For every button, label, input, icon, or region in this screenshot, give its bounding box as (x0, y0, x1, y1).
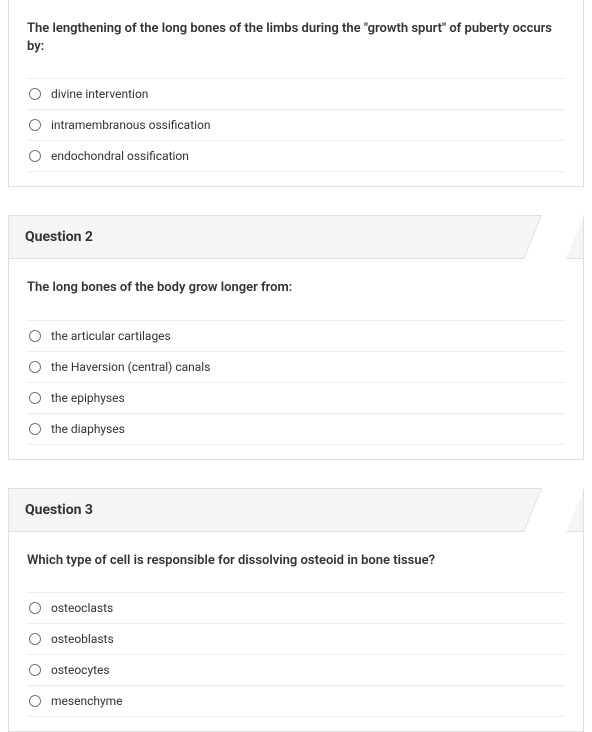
option-row[interactable]: the epiphyses (27, 383, 565, 414)
options-list: osteoclasts osteoblasts osteocytes mesen… (27, 592, 565, 717)
question-text: Which type of cell is responsible for di… (27, 552, 565, 570)
option-radio[interactable] (29, 150, 41, 162)
option-label: divine intervention (51, 87, 148, 101)
question-card-2: Question 2 The long bones of the body gr… (8, 215, 584, 459)
option-label: intramembranous ossification (51, 118, 211, 132)
option-label: osteoclasts (51, 601, 113, 615)
option-row[interactable]: osteocytes (27, 655, 565, 686)
option-row[interactable]: the diaphyses (27, 414, 565, 445)
option-label: osteocytes (51, 663, 110, 677)
question-body: Which type of cell is responsible for di… (9, 532, 583, 731)
question-header: Question 2 (9, 216, 583, 259)
question-card-1: The lengthening of the long bones of the… (8, 0, 584, 187)
question-header: Question 3 (9, 489, 583, 532)
option-row[interactable]: mesenchyme (27, 686, 565, 717)
option-row[interactable]: osteoclasts (27, 593, 565, 624)
option-radio[interactable] (29, 695, 41, 707)
option-row[interactable]: the Haversion (central) canals (27, 352, 565, 383)
option-radio[interactable] (29, 633, 41, 645)
option-radio[interactable] (29, 119, 41, 131)
option-label: mesenchyme (51, 694, 123, 708)
question-body: The lengthening of the long bones of the… (9, 0, 583, 186)
option-radio[interactable] (29, 423, 41, 435)
question-text: The long bones of the body grow longer f… (27, 279, 565, 297)
question-header-text: Question 2 (25, 229, 93, 245)
options-list: divine intervention intramembranous ossi… (27, 78, 565, 172)
option-radio[interactable] (29, 392, 41, 404)
option-label: the Haversion (central) canals (51, 360, 210, 374)
question-text: The lengthening of the long bones of the… (27, 20, 565, 56)
option-label: the diaphyses (51, 422, 125, 436)
options-list: the articular cartilages the Haversion (… (27, 320, 565, 445)
option-radio[interactable] (29, 361, 41, 373)
option-radio[interactable] (29, 88, 41, 100)
option-row[interactable]: divine intervention (27, 79, 565, 110)
question-header-text: Question 3 (25, 502, 93, 518)
question-body: The long bones of the body grow longer f… (9, 259, 583, 458)
option-row[interactable]: the articular cartilages (27, 321, 565, 352)
option-label: osteoblasts (51, 632, 114, 646)
option-radio[interactable] (29, 330, 41, 342)
option-label: the articular cartilages (51, 329, 171, 343)
question-card-3: Question 3 Which type of cell is respons… (8, 488, 584, 732)
option-row[interactable]: endochondral ossification (27, 141, 565, 172)
option-row[interactable]: osteoblasts (27, 624, 565, 655)
option-row[interactable]: intramembranous ossification (27, 110, 565, 141)
option-radio[interactable] (29, 664, 41, 676)
option-radio[interactable] (29, 602, 41, 614)
option-label: endochondral ossification (51, 149, 189, 163)
option-label: the epiphyses (51, 391, 125, 405)
